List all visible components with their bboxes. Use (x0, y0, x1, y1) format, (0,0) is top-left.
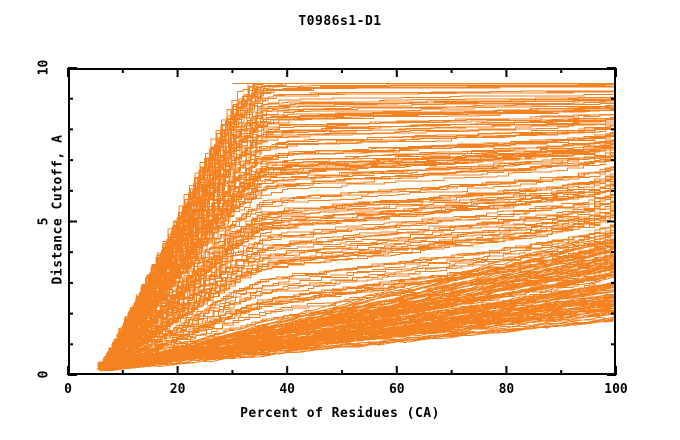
model-curve (100, 132, 616, 367)
model-curve (103, 210, 616, 369)
model-curve (102, 290, 616, 371)
model-curve (100, 253, 616, 372)
model-curve (100, 228, 616, 364)
model-curve (105, 124, 616, 361)
y-tick-label: 10 (36, 59, 52, 76)
model-curve (107, 294, 616, 364)
model-curve (107, 101, 616, 355)
model-curve (102, 82, 616, 367)
y-axis-label: Distance Cutoff, A (50, 134, 66, 285)
x-tick-label: 0 (64, 382, 72, 397)
chart-title: T0986s1-D1 (298, 14, 382, 29)
curve-group (96, 82, 616, 372)
model-curve (100, 239, 616, 370)
plot-frame (68, 68, 616, 375)
model-curve (109, 204, 616, 364)
x-axis-label: Percent of Residues (CA) (240, 406, 440, 421)
model-curve (100, 96, 616, 364)
x-tick-label: 100 (604, 382, 628, 397)
x-tick-label: 80 (498, 382, 515, 397)
model-curve (102, 152, 616, 364)
model-curve (97, 202, 616, 364)
x-tick-label: 20 (169, 382, 186, 397)
model-curve (99, 155, 616, 367)
model-curve (109, 193, 616, 362)
model-curve (101, 299, 616, 368)
model-curve (105, 319, 616, 367)
model-curve (98, 189, 616, 368)
model-curve (97, 166, 616, 368)
model-curve (97, 311, 616, 365)
model-curve (101, 156, 616, 365)
x-tick-label: 40 (279, 382, 296, 397)
model-curve (107, 250, 616, 372)
model-curve (110, 207, 616, 363)
model-curve (107, 167, 616, 362)
model-curve (102, 107, 616, 362)
model-curve (107, 128, 616, 359)
y-tick-label: 5 (36, 217, 52, 225)
model-curve (107, 309, 616, 372)
plot-curves-layer (96, 82, 616, 372)
model-curve (102, 208, 616, 369)
model-curve (106, 260, 616, 365)
model-curve (109, 175, 616, 361)
model-curve (102, 198, 616, 370)
model-curve (101, 226, 616, 370)
x-tick-label: 60 (388, 382, 405, 397)
model-curve (108, 120, 616, 357)
model-curve (106, 140, 616, 360)
model-curve (110, 222, 616, 365)
model-curve (102, 246, 616, 367)
model-curve (108, 183, 616, 362)
model-curve (102, 82, 616, 363)
model-curve (99, 232, 616, 364)
model-curve (101, 134, 616, 366)
y-tick-label: 0 (36, 370, 52, 379)
